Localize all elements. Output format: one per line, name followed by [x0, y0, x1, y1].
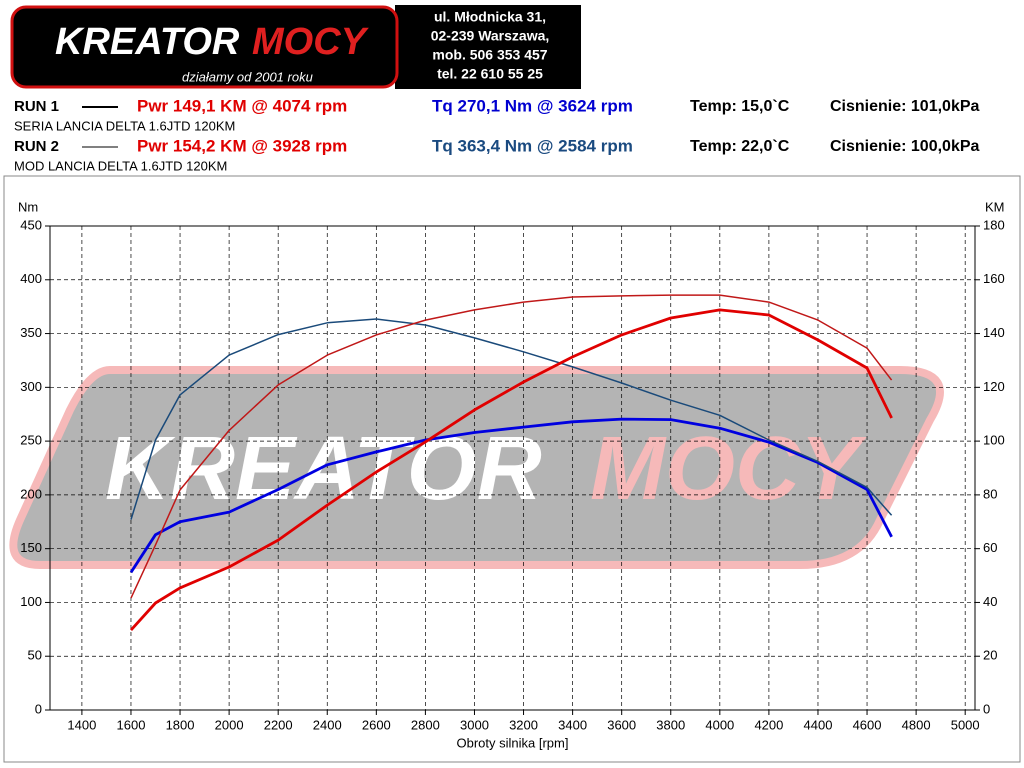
tagline: działamy od 2001 roku	[182, 69, 313, 84]
x-tick-label: 2800	[411, 717, 440, 732]
run-label: RUN 2	[14, 138, 59, 155]
y-tick-label: 100	[20, 594, 42, 609]
run-torque: Tq 270,1 Nm @ 3624 rpm	[432, 96, 633, 115]
y-tick-label: 250	[20, 433, 42, 448]
x-tick-label: 5000	[951, 717, 980, 732]
x-tick-label: 1600	[117, 717, 146, 732]
x-tick-label: 4800	[902, 717, 931, 732]
x-tick-label: 4400	[804, 717, 833, 732]
y2-tick-label: 180	[983, 217, 1005, 232]
y2-tick-label: 140	[983, 325, 1005, 340]
y-tick-label: 50	[28, 648, 42, 663]
x-tick-label: 2600	[362, 717, 391, 732]
y2-tick-label: 120	[983, 379, 1005, 394]
run-power: Pwr 154,2 KM @ 3928 rpm	[137, 136, 347, 155]
y2-tick-label: 20	[983, 648, 997, 663]
run-temp: Temp: 15,0`C	[690, 98, 790, 115]
run-desc: MOD LANCIA DELTA 1.6JTD 120KM	[14, 158, 227, 173]
x-tick-label: 1400	[67, 717, 96, 732]
y-axis-label: Nm	[18, 199, 38, 214]
series-line	[130, 294, 893, 599]
x-tick-label: 2000	[215, 717, 244, 732]
logo-text: MOCY	[252, 21, 370, 63]
y-tick-label: 0	[35, 701, 42, 716]
x-tick-label: 4600	[853, 717, 882, 732]
watermark: KREATOR MOCY	[9, 366, 944, 569]
series-line	[130, 318, 893, 520]
y-tick-label: 350	[20, 325, 42, 340]
logo-text: KREATOR	[55, 21, 240, 63]
address: 02-239 Warszawa,	[431, 28, 550, 44]
x-axis-label: Obroty silnika [rpm]	[457, 735, 569, 750]
watermark-text: KREATOR	[105, 419, 542, 519]
y2-tick-label: 80	[983, 486, 997, 501]
run-power: Pwr 149,1 KM @ 4074 rpm	[137, 96, 347, 115]
x-tick-label: 4200	[754, 717, 783, 732]
y2-axis-label: KM	[985, 199, 1005, 214]
run-label: RUN 1	[14, 98, 59, 115]
run-pressure: Cisnienie: 100,0kPa	[830, 138, 980, 155]
y2-tick-label: 160	[983, 271, 1005, 286]
x-tick-label: 3400	[558, 717, 587, 732]
x-tick-label: 2200	[264, 717, 293, 732]
chart-frame	[3, 175, 1021, 763]
run-torque: Tq 363,4 Nm @ 2584 rpm	[432, 136, 633, 155]
watermark-text: MOCY	[590, 419, 867, 519]
run-pressure: Cisnienie: 101,0kPa	[830, 98, 980, 115]
y-tick-label: 450	[20, 217, 42, 232]
series-line	[129, 417, 893, 574]
y-tick-label: 400	[20, 271, 42, 286]
address: ul. Młodnicka 31,	[434, 9, 546, 25]
address: tel. 22 610 55 25	[437, 66, 543, 82]
x-tick-label: 3200	[509, 717, 538, 732]
plot-frame	[49, 225, 976, 711]
y-tick-label: 300	[20, 379, 42, 394]
x-tick-label: 1800	[166, 717, 195, 732]
y-tick-label: 200	[20, 486, 42, 501]
y2-tick-label: 100	[983, 433, 1005, 448]
address-bg	[395, 5, 581, 89]
x-tick-label: 3800	[656, 717, 685, 732]
y2-tick-label: 0	[983, 701, 990, 716]
x-tick-label: 2400	[313, 717, 342, 732]
logo-box	[10, 5, 399, 89]
run-desc: SERIA LANCIA DELTA 1.6JTD 120KM	[14, 118, 235, 133]
address: mob. 506 353 457	[432, 47, 547, 63]
x-tick-label: 3000	[460, 717, 489, 732]
run-temp: Temp: 22,0`C	[690, 138, 790, 155]
y2-tick-label: 40	[983, 594, 997, 609]
y-tick-label: 150	[20, 540, 42, 555]
x-tick-label: 3600	[607, 717, 636, 732]
y2-tick-label: 60	[983, 540, 997, 555]
x-tick-label: 4000	[705, 717, 734, 732]
series-line	[129, 308, 893, 632]
